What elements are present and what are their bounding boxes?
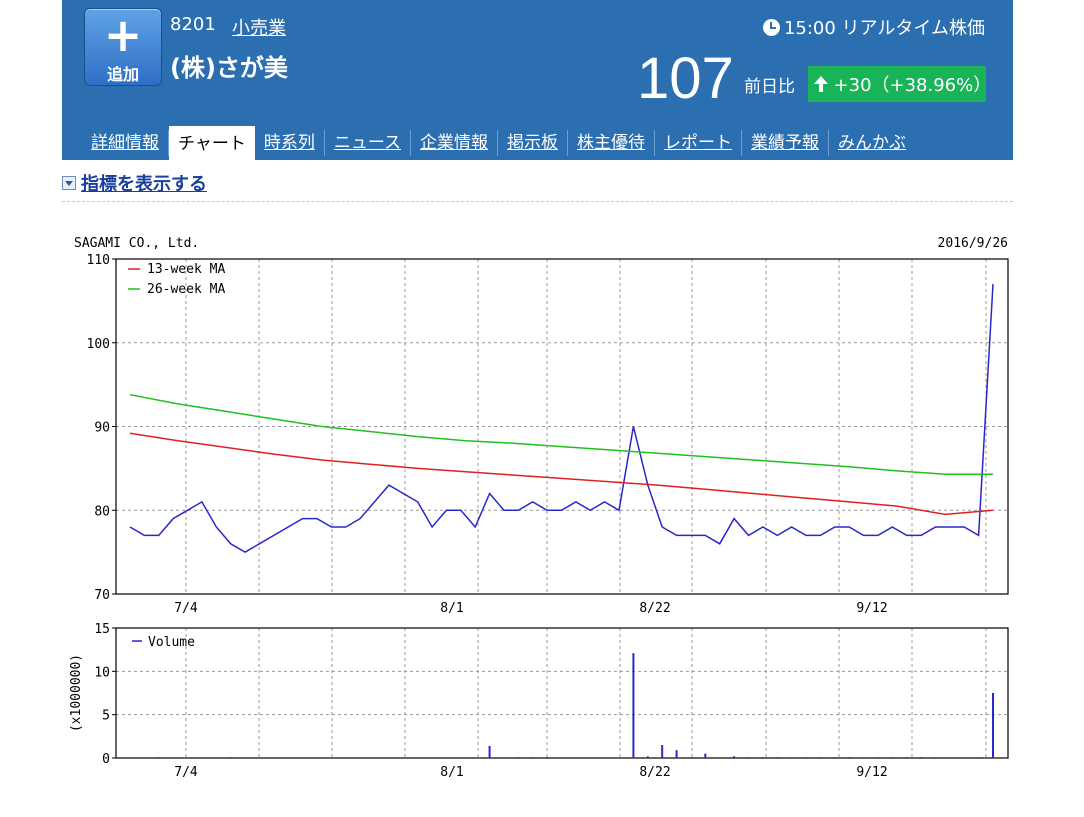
stock-code: 8201	[170, 14, 216, 35]
y-tick-label: 5	[102, 709, 110, 724]
price-panel: 70 80 90 100 110 7/4 8/1 8/22 9/12 13-week MA 26-w…	[87, 253, 1009, 616]
indicator-toggle[interactable]: 指標を表示する	[62, 170, 207, 196]
plot-frame	[115, 258, 1009, 595]
tab-1[interactable]: 詳細情報	[82, 130, 169, 156]
up-arrow-icon	[814, 76, 828, 92]
x-tick-label: 8/1	[440, 765, 463, 780]
realtime-text: 15:00 リアルタイム株価	[783, 18, 985, 39]
series-line-1	[129, 284, 994, 553]
y-axis-label: (x1000000)	[69, 654, 84, 732]
series-line-3	[129, 393, 993, 475]
tab-10[interactable]: みんかぶ	[838, 133, 906, 153]
stock-header: + 追加 8201 小売業 (株)さが美 15:00 リアルタイム株価 107 …	[62, 0, 1013, 160]
add-button-label: 追加	[106, 65, 139, 84]
series-line-2	[129, 432, 994, 516]
volume-panel: 0 5 10 15 7/4 8/1 8/22 9/12 Volume (x1000000)	[69, 622, 1009, 780]
y-tick-label: 15	[94, 622, 110, 637]
y-tick-label: 70	[94, 588, 110, 603]
plus-icon: +	[103, 8, 143, 62]
chart-title: SAGAMI CO., Ltd.	[74, 236, 199, 251]
tab-5[interactable]: 企業情報	[411, 130, 498, 156]
expand-toggle-icon	[62, 176, 76, 190]
tab-9[interactable]: 業績予報	[742, 130, 829, 156]
legend-label: Volume	[148, 635, 195, 650]
tab-2[interactable]: チャート	[169, 126, 255, 160]
y-tick-label: 110	[87, 253, 110, 268]
y-tick-label: 10	[94, 665, 110, 680]
tab-3[interactable]: 時系列	[255, 130, 325, 156]
x-tick-label: 9/12	[856, 765, 887, 780]
price-change-badge: +30（+38.96%）	[808, 66, 992, 102]
industry-link[interactable]: 小売業	[232, 18, 286, 39]
tab-6[interactable]: 掲示板	[498, 130, 568, 156]
indicator-toggle-label: 指標を表示する	[81, 174, 207, 195]
plot-frame	[115, 627, 1009, 759]
prev-day-label: 前日比	[744, 77, 795, 97]
y-tick-label: 80	[94, 504, 110, 519]
tab-8[interactable]: レポート	[655, 130, 742, 156]
y-tick-label: 100	[87, 337, 110, 352]
divider	[62, 201, 1013, 202]
y-tick-label: 0	[102, 752, 110, 767]
tab-7[interactable]: 株主優待	[568, 130, 655, 156]
x-tick-label: 8/1	[440, 601, 463, 616]
x-tick-label: 8/22	[639, 601, 670, 616]
tab-4[interactable]: ニュース	[325, 130, 411, 156]
chart-date: 2016/9/26	[938, 236, 1008, 251]
add-to-watchlist-button[interactable]: + 追加	[84, 8, 162, 86]
realtime-label: 15:00 リアルタイム株価	[762, 14, 985, 40]
y-tick-label: 90	[94, 421, 110, 436]
company-name: (株)さが美	[170, 54, 288, 82]
legend-label: 13-week MA	[147, 262, 225, 277]
x-tick-label: 7/4	[174, 765, 198, 780]
legend-label: 26-week MA	[147, 282, 225, 297]
price-change-text: +30（+38.96%）	[833, 75, 992, 96]
tab-bar: 詳細情報 チャート 時系列 ニュース 企業情報 掲示板 株主優待 レポート 業績予報 みんかぶ	[82, 126, 915, 160]
clock-icon	[762, 18, 780, 36]
x-tick-label: 7/4	[174, 601, 198, 616]
current-price: 107	[637, 46, 734, 111]
x-tick-label: 9/12	[856, 601, 887, 616]
x-tick-label: 8/22	[639, 765, 670, 780]
